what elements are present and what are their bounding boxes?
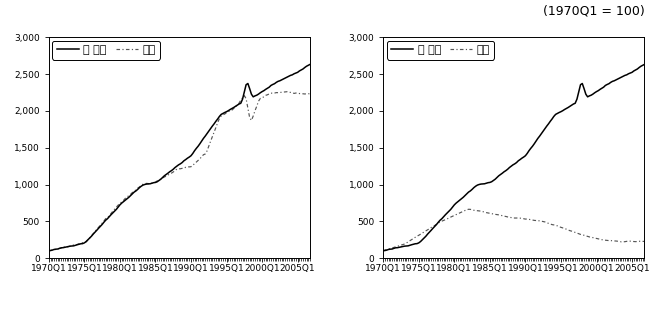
- 통신: [397, 243, 405, 247]
- 전 부문: [509, 163, 517, 167]
- Line: 전 부문: 전 부문: [49, 64, 310, 251]
- 방송: [45, 249, 53, 253]
- 전 부문: [169, 167, 177, 171]
- 전 부문: [380, 249, 387, 253]
- 방송: [230, 107, 238, 110]
- 전 부문: [62, 245, 70, 249]
- 전 부문: [94, 226, 102, 230]
- 전 부문: [306, 63, 314, 66]
- 전 부문: [230, 106, 238, 109]
- 통신: [511, 216, 519, 220]
- 방송: [174, 167, 182, 171]
- 방송: [205, 144, 213, 148]
- 전 부문: [205, 129, 213, 133]
- 전 부문: [504, 167, 512, 171]
- 방송: [306, 92, 314, 96]
- 통신: [641, 239, 648, 243]
- 통신: [541, 220, 549, 224]
- 전 부문: [641, 63, 648, 66]
- 전 부문: [397, 245, 405, 249]
- 통신: [465, 207, 473, 211]
- 방송: [94, 225, 102, 229]
- 전 부문: [564, 106, 572, 109]
- 통신: [429, 225, 437, 228]
- Legend: 전 부문, 통신: 전 부문, 통신: [387, 41, 494, 59]
- 통신: [380, 249, 387, 253]
- Line: 통신: 통신: [383, 209, 644, 251]
- 전 부문: [174, 163, 182, 167]
- Line: 전 부문: 전 부문: [383, 64, 644, 251]
- 전 부문: [429, 226, 437, 230]
- 통신: [566, 229, 574, 233]
- 전 부문: [539, 129, 547, 133]
- Text: (1970Q1 = 100): (1970Q1 = 100): [543, 5, 644, 18]
- 전 부문: [45, 249, 53, 253]
- Line: 방송: 방송: [49, 92, 310, 251]
- 방송: [169, 170, 177, 174]
- 방송: [283, 90, 291, 94]
- 방송: [62, 245, 70, 249]
- Legend: 전 부문, 방송: 전 부문, 방송: [52, 41, 160, 59]
- 통신: [506, 216, 514, 219]
